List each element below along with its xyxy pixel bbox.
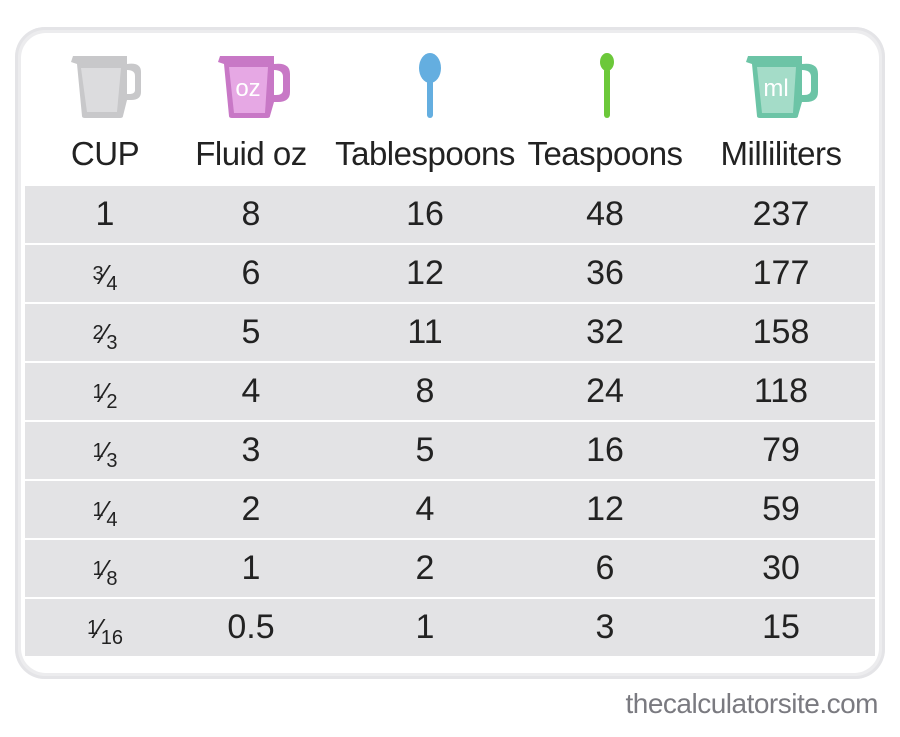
icon-row: oz ml: [25, 52, 875, 124]
cell-teaspoons: 24: [586, 372, 624, 410]
tablespoon-icon: [360, 52, 500, 124]
cell-teaspoons: 48: [586, 195, 624, 233]
column-headers: CUP Fluid oz Tablespoons Teaspoons Milli…: [25, 126, 875, 182]
cell-tablespoons: 12: [406, 254, 444, 292]
fraction-denominator: 4: [106, 273, 118, 295]
fraction-numerator: 1: [92, 499, 104, 521]
measuring-cup-icon: [35, 52, 175, 124]
fraction-denominator: 3: [106, 332, 118, 354]
cell-teaspoons: 36: [586, 254, 624, 292]
teaspoon-icon: [537, 52, 677, 124]
cell-teaspoons: 6: [595, 549, 615, 587]
cell-tablespoons: 2: [415, 549, 435, 587]
cell-teaspoons: 3: [595, 608, 615, 646]
cell-cup: 1⁄3: [92, 436, 118, 472]
cell-fluid-oz: 2: [241, 490, 261, 528]
table-row: 1⁄8 1 2 6 30: [25, 540, 875, 597]
cell-milliliters: 237: [752, 195, 810, 233]
table-row: 3⁄4 6 12 36 177: [25, 245, 875, 302]
cell-cup: 1⁄8: [92, 554, 118, 590]
cell-milliliters: 177: [752, 254, 810, 292]
fraction-numerator: 1: [92, 440, 104, 462]
cell-cup: 1: [95, 195, 115, 233]
cell-teaspoons: 32: [586, 313, 624, 351]
cell-tablespoons: 4: [415, 490, 435, 528]
cell-cup: 1⁄2: [92, 377, 118, 413]
cell-cup: 2⁄3: [92, 318, 118, 354]
oz-jug-icon: oz: [185, 52, 325, 124]
table-row: 1 8 16 48 237: [25, 186, 875, 243]
cell-tablespoons: 5: [415, 431, 435, 469]
ml-label: ml: [763, 75, 788, 102]
cell-milliliters: 15: [762, 608, 800, 646]
cell-fluid-oz: 3: [241, 431, 261, 469]
fraction-numerator: 1: [92, 558, 104, 580]
cell-fluid-oz: 5: [241, 313, 261, 351]
cell-fluid-oz: 4: [241, 372, 261, 410]
cell-milliliters: 59: [762, 490, 800, 528]
cell-cup: 3⁄4: [92, 259, 118, 295]
cell-fluid-oz: 8: [241, 195, 261, 233]
cell-teaspoons: 12: [586, 490, 624, 528]
fraction-numerator: 1: [86, 617, 99, 639]
fraction-numerator: 1: [92, 381, 104, 403]
header-fluid-oz: Fluid oz: [195, 135, 307, 172]
cell-fluid-oz: 6: [241, 254, 261, 292]
table-row: 2⁄3 5 11 32 158: [25, 304, 875, 361]
cell-fluid-oz: 0.5: [227, 608, 275, 646]
cell-milliliters: 30: [762, 549, 800, 587]
table-row: 1⁄4 2 4 12 59: [25, 481, 875, 538]
site-credit: thecalculatorsite.com: [625, 688, 878, 719]
cell-milliliters: 79: [762, 431, 800, 469]
header-teaspoons: Teaspoons: [527, 135, 683, 172]
cell-fluid-oz: 1: [241, 549, 261, 587]
fraction-numerator: 2: [92, 322, 104, 344]
fraction-denominator: 4: [106, 509, 118, 531]
cell-tablespoons: 16: [406, 195, 444, 233]
cell-tablespoons: 11: [407, 313, 443, 351]
header-tablespoons: Tablespoons: [335, 135, 515, 172]
header-cup: CUP: [70, 135, 140, 172]
fraction-denominator: 8: [106, 568, 118, 590]
cell-tablespoons: 8: [415, 372, 435, 410]
fraction-numerator: 3: [92, 263, 104, 285]
cell-cup: 1⁄16: [86, 613, 124, 649]
oz-label: oz: [235, 75, 260, 102]
header-milliliters: Milliliters: [720, 135, 843, 172]
conversion-table: 1 8 16 48 237 3⁄4 6 12 36 177 2⁄3 5 11 32 158 1⁄2 4 8 24 11…: [25, 186, 875, 658]
cell-milliliters: 158: [752, 313, 810, 351]
ml-jug-icon: ml: [713, 52, 853, 124]
table-row: 1⁄3 3 5 16 79: [25, 422, 875, 479]
table-row: 1⁄2 4 8 24 118: [25, 363, 875, 420]
cell-milliliters: 118: [753, 372, 809, 410]
table-row: 1⁄16 0.5 1 3 15: [25, 599, 875, 656]
fraction-denominator: 2: [106, 391, 118, 413]
cell-tablespoons: 1: [415, 608, 435, 646]
cell-teaspoons: 16: [586, 431, 624, 469]
cell-cup: 1⁄4: [92, 495, 118, 531]
fraction-denominator: 3: [106, 450, 118, 472]
fraction-denominator: 16: [100, 627, 124, 649]
